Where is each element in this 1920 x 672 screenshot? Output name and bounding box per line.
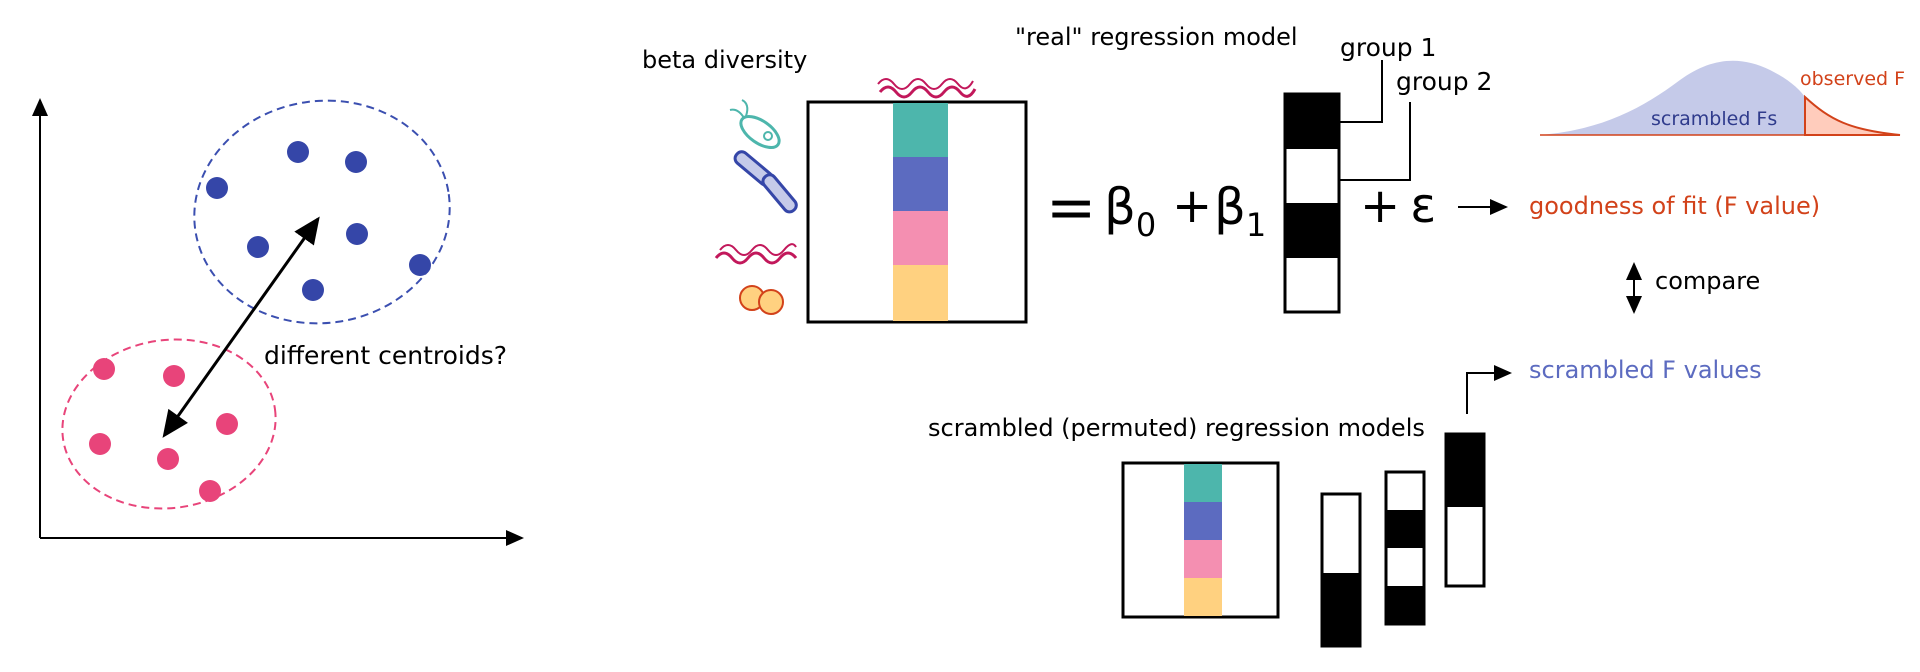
beta-diversity-label: beta diversity — [642, 46, 807, 74]
data-point — [346, 223, 368, 245]
to-scrambled-f-arrow — [1466, 365, 1512, 414]
real-model: beta diversity "real" regression model — [642, 23, 1508, 324]
data-point — [199, 480, 221, 502]
plus-sign: + — [1172, 178, 1212, 234]
group1-leader-line — [1339, 60, 1383, 123]
blue-cluster-ellipse — [193, 99, 451, 325]
beta0-symbol: β0 — [1104, 178, 1156, 244]
data-point — [163, 365, 185, 387]
pink-points — [89, 358, 238, 502]
group1-label: group 1 — [1340, 33, 1436, 62]
f-distribution: scrambled Fs observed F — [1540, 60, 1905, 136]
goodness-of-fit-label: goodness of fit (F value) — [1529, 192, 1820, 220]
permuted-vector-3 — [1444, 432, 1486, 588]
scrambled-fs-label: scrambled Fs — [1651, 108, 1777, 130]
centroid-distance-arrow — [162, 216, 320, 438]
data-point — [157, 448, 179, 470]
observed-f-tail — [1804, 94, 1901, 136]
beta-diversity-matrix — [806, 100, 1028, 324]
pink-cluster-ellipse — [61, 338, 277, 510]
matrix-column-teal — [893, 103, 948, 157]
rod-bacteria-icon — [733, 150, 798, 214]
data-point — [345, 151, 367, 173]
different-centroids-label: different centroids? — [264, 341, 507, 370]
matrix-column-indigo — [893, 157, 948, 211]
real-model-label: "real" regression model — [1015, 23, 1298, 51]
curly-bacterium-icon — [714, 243, 798, 265]
permuted-vector-2 — [1384, 470, 1426, 626]
data-point — [247, 236, 269, 258]
group2-leader-line — [1339, 102, 1411, 181]
data-point — [409, 254, 431, 276]
data-point — [216, 413, 238, 435]
scrambled-column-pink — [1184, 540, 1222, 578]
scrambled-models: scrambled (permuted) regression models — [928, 414, 1486, 648]
coccus-bacteria-icon — [739, 285, 784, 315]
scrambled-fs-distribution — [1540, 60, 1805, 136]
data-point — [206, 177, 228, 199]
scrambled-matrix — [1121, 461, 1280, 619]
blue-points — [206, 141, 431, 301]
observed-f-label: observed F — [1800, 68, 1905, 90]
scrambled-models-label: scrambled (permuted) regression models — [928, 414, 1425, 442]
matrix-column-peach — [893, 265, 948, 321]
equals-sign: = — [1046, 173, 1096, 243]
plus-epsilon: + ε — [1360, 178, 1436, 234]
scrambled-column-peach — [1184, 578, 1222, 616]
matrix-column-pink — [893, 211, 948, 265]
scatter-plot: different centroids? — [32, 98, 524, 546]
flagellated-bacterium-icon — [729, 99, 781, 150]
data-point — [302, 279, 324, 301]
group2-label: group 2 — [1396, 67, 1492, 96]
permuted-vector-1 — [1320, 492, 1362, 648]
scrambled-column-indigo — [1184, 502, 1222, 540]
data-point — [89, 433, 111, 455]
curly-bacterium-icon — [877, 78, 977, 99]
beta1-symbol: β1 — [1214, 178, 1266, 244]
data-point — [287, 141, 309, 163]
scrambled-f-values-label: scrambled F values — [1529, 356, 1762, 384]
group-design-vector — [1283, 92, 1341, 314]
data-point — [93, 358, 115, 380]
scrambled-column-teal — [1184, 464, 1222, 502]
compare-label: compare — [1655, 267, 1760, 295]
